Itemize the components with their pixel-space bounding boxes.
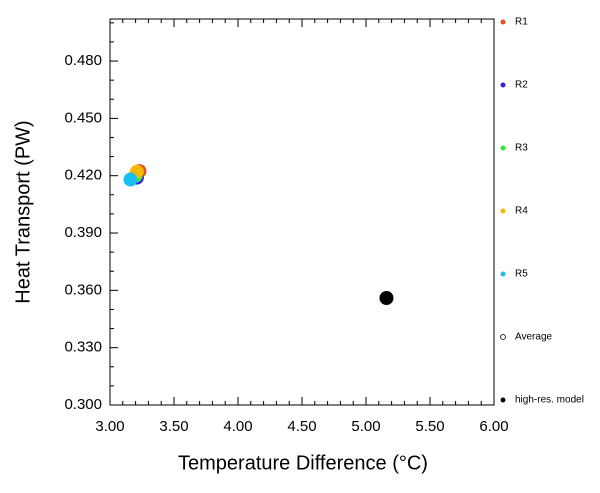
legend-label: high-res. model [515, 395, 584, 406]
y-axis-label: Heat Transport (PW) [12, 120, 34, 303]
point [123, 172, 138, 187]
x-tick-label: 3.50 [159, 418, 188, 435]
legend-label: R5 [515, 269, 528, 280]
x-tick-label: 5.00 [351, 418, 380, 435]
legend-marker [500, 334, 506, 340]
y-tick-label: 0.360 [64, 281, 102, 298]
y-tick-label: 0.390 [64, 224, 102, 241]
legend-marker [500, 208, 506, 214]
legend-label: Average [515, 332, 553, 343]
x-tick-label: 4.00 [223, 418, 252, 435]
legend-marker [500, 145, 506, 151]
x-tick-label: 5.50 [415, 418, 444, 435]
legend-label: R2 [515, 80, 528, 91]
legend-label: R4 [515, 206, 528, 217]
legend-marker [500, 82, 506, 88]
y-tick-label: 0.330 [64, 339, 102, 356]
legend-marker [500, 271, 506, 277]
legend-marker [500, 397, 506, 403]
point [379, 290, 394, 305]
x-tick-label: 3.00 [95, 418, 124, 435]
y-tick-label: 0.300 [64, 396, 102, 413]
x-tick-label: 4.50 [287, 418, 316, 435]
x-tick-label: 6.00 [479, 418, 508, 435]
legend-marker [500, 19, 506, 25]
y-tick-label: 0.450 [64, 109, 102, 126]
legend-label: R3 [515, 143, 528, 154]
legend-label: R1 [515, 17, 528, 28]
x-axis-label: Temperature Difference (°C) [178, 452, 428, 474]
y-tick-label: 0.420 [64, 167, 102, 184]
plot-frame [109, 18, 495, 406]
y-tick-label: 0.480 [64, 52, 102, 69]
